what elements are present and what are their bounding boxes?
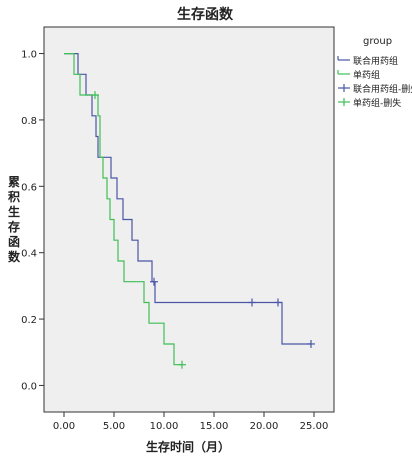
- legend-label: 联合用药组: [353, 55, 398, 67]
- y-axis-label: 累积生存函数: [7, 175, 21, 264]
- x-tick-label: 5.00: [103, 421, 125, 432]
- censor-mark-2: [178, 360, 186, 369]
- series-layer: [64, 53, 315, 369]
- legend-label: 联合用药组-删失: [353, 83, 412, 95]
- y-tick-label: 0.8: [21, 116, 37, 127]
- legend-item: 单药组: [337, 69, 380, 81]
- censor-mark-1: [274, 298, 282, 307]
- legend-title: group: [363, 36, 392, 47]
- censor-mark-1: [307, 339, 315, 348]
- legend-label: 单药组-删失: [353, 97, 401, 109]
- x-tick-label: 15.00: [200, 421, 229, 432]
- y-tick-label: 0.0: [21, 381, 37, 392]
- legend-item: 单药组-删失: [338, 97, 401, 109]
- legend-label: 单药组: [353, 69, 380, 81]
- y-tick-label: 0.4: [21, 249, 37, 260]
- censor-mark-1: [248, 298, 256, 307]
- x-tick-label: 25.00: [300, 421, 329, 432]
- chart-title: 生存函数: [177, 6, 234, 23]
- y-tick-label: 0.2: [21, 315, 37, 326]
- x-tick-label: 0.00: [53, 421, 75, 432]
- x-tick-label: 10.00: [150, 421, 179, 432]
- x-tick-label: 20.00: [250, 421, 279, 432]
- x-axis-label: 生存时间（月）: [146, 439, 230, 454]
- axes-layer: 0.00 5.00 10.00 15.00 20.00 25.00 0.0 0.2 0.4 0.6…: [21, 50, 328, 432]
- y-tick-label: 0.6: [21, 182, 37, 193]
- y-tick-label: 1.0: [21, 50, 37, 61]
- plot-area: [43, 26, 335, 413]
- censor-mark-1: [150, 277, 158, 286]
- censor-mark-2: [91, 91, 99, 100]
- legend-item: 联合用药组-删失: [338, 83, 412, 95]
- legend-item: 联合用药组: [337, 55, 398, 67]
